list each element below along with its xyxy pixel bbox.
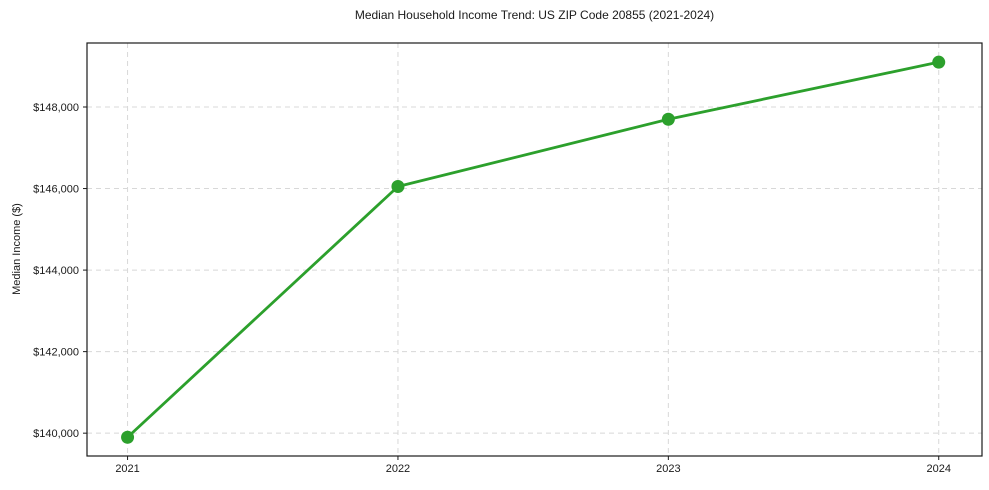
x-tick-label: 2021 xyxy=(115,463,139,475)
chart-title: Median Household Income Trend: US ZIP Co… xyxy=(354,8,715,22)
plot-border xyxy=(86,42,983,457)
y-tick-label: $144,000 xyxy=(33,265,79,277)
y-tick-label: $142,000 xyxy=(33,347,79,359)
data-point-2023 xyxy=(661,112,675,126)
y-tick-label: $146,000 xyxy=(33,184,79,196)
y-tick-label: $148,000 xyxy=(33,102,79,114)
data-point-2024 xyxy=(932,55,946,69)
x-tick-label: 2022 xyxy=(386,463,410,475)
x-tick-label: 2023 xyxy=(656,463,680,475)
y-tick-label: $140,000 xyxy=(33,428,79,440)
data-point-2022 xyxy=(391,180,405,194)
data-point-2021 xyxy=(121,430,135,444)
x-tick-label: 2024 xyxy=(926,463,950,475)
trend-line xyxy=(126,60,941,439)
